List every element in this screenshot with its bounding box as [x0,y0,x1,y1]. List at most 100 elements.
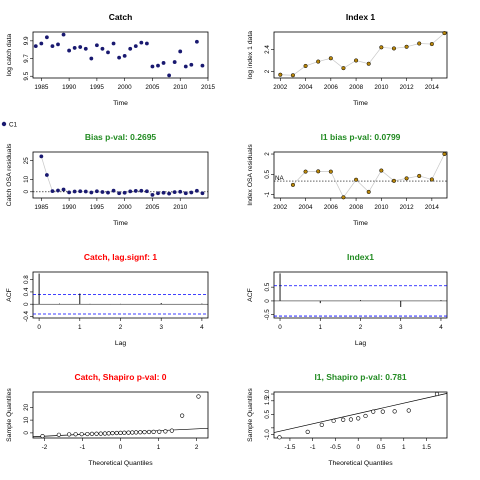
y-tick-label: 2 [264,69,271,73]
data-point [83,46,88,51]
data-point [122,190,127,195]
data-point [144,41,149,46]
data-point [379,168,384,173]
data-point [114,430,119,436]
data-point [354,58,359,63]
data-point [178,189,183,194]
data-point [156,63,160,68]
data-point [189,190,194,195]
data-point [130,430,135,435]
data-point [67,432,72,437]
plot-frame [273,151,448,199]
x-axis-label: Time [353,220,368,227]
x-axis-label: Theoretical Quantiles [328,460,393,467]
data-point [122,53,127,58]
panel-title: Catch, Shapiro p-val: 0 [74,372,166,382]
data-point [98,431,103,436]
x-tick-label: -2 [42,444,48,451]
panel-title: Catch [109,12,133,22]
x-tick-label: 2006 [324,84,339,91]
data-point [44,173,49,177]
data-point [169,428,174,433]
data-point [200,191,205,196]
data-point [128,189,133,194]
data-point [106,431,111,436]
panel-4: I1 bias p-val: 0.0799 2002 2004 2006 2008 201… [247,132,448,227]
data-point [133,430,139,435]
data-point [33,44,38,49]
data-point [380,409,385,414]
data-point [72,46,77,50]
data-point [139,188,144,193]
data-point [111,41,116,46]
data-point [341,195,346,200]
data-point [94,189,99,194]
x-tick-label: 2 [195,444,199,451]
data-point [172,190,177,195]
y-tick-label: 10 [23,175,30,183]
plot-frame [273,391,448,439]
x-tick-label: 0 [37,324,41,331]
x-tick-label: 1.5 [422,444,431,451]
x-tick-label: 1995 [90,204,105,211]
data-point [67,48,72,53]
y-tick-label: 10 [23,416,30,424]
data-point [56,432,61,437]
x-tick-label: 4 [200,324,204,331]
x-tick-label: 2010 [173,84,188,91]
x-tick-label: 1985 [34,204,49,211]
x-tick-label: -1.5 [285,444,296,451]
data-point [290,182,295,187]
plot-frame [273,31,448,79]
y-axis-label: ACF [247,288,254,302]
x-tick-label: 2015 [201,84,216,91]
data-point [303,63,308,69]
data-point [156,191,160,196]
plot-frame [32,31,209,79]
data-point [319,422,324,427]
panel-8: I1, Shapiro p-val: 0.781 -1.5 -1 -0.5 0 0.5 1 1… [247,372,448,467]
data-point [429,41,434,47]
data-point [189,62,194,67]
x-tick-label: 4 [439,324,443,331]
data-point [167,73,172,78]
x-axis-label: Time [113,100,128,107]
data-point [85,431,90,437]
x-tick-label: 0 [119,444,123,451]
data-point [290,73,295,78]
plot-frame [32,271,209,319]
data-point [354,177,359,182]
x-axis-label: Time [113,220,128,227]
data-point [40,433,45,439]
data-point [78,189,83,194]
x-tick-label: 2002 [273,204,288,211]
data-point [366,189,371,194]
data-point [111,188,116,193]
x-tick-label: 2004 [299,84,314,91]
data-point [146,429,152,435]
x-tick-label: -1 [310,444,316,451]
data-point [161,61,166,65]
data-point [163,429,168,434]
y-tick-label: 0 [23,302,30,306]
y-tick-label: 0.5 [264,282,271,291]
data-point [391,46,397,51]
x-tick-label: 1995 [90,84,105,91]
panel-1: Catch 1985 1990 1995 2000 2005 2010 2015 9.5 9.7 9… [1,12,216,129]
data-point [328,169,333,174]
y-tick-label: 2.0 [264,389,271,398]
x-tick-label: 2014 [425,204,440,211]
panel-3: Bias p-val: 0.2695 1985 1990 1995 2000 2005 20… [6,132,209,227]
panel-title: Catch, lag.signf: 1 [84,252,157,262]
data-point [178,49,183,54]
x-tick-label: -1 [80,444,86,451]
data-point [94,43,99,48]
data-point [138,430,143,435]
x-tick-label: -0.5 [330,444,341,451]
x-tick-label: 2 [359,324,363,331]
data-point [142,430,147,435]
y-tick-label: -0.4 [23,311,30,322]
y-tick-label: 1.5 [264,396,271,405]
series-line [40,156,203,196]
y-tick-label: 0.5 [264,409,271,418]
